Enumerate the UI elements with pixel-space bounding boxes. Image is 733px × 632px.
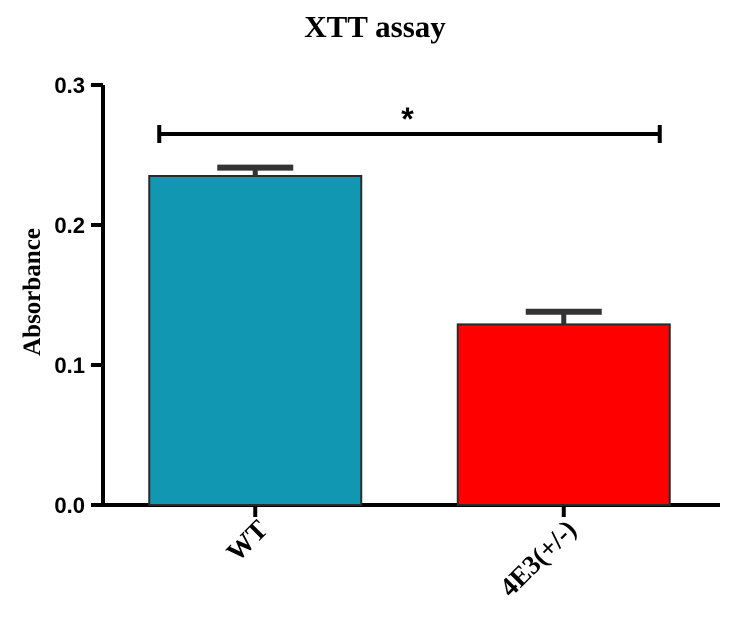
y-tick-label: 0.1 [54, 353, 85, 378]
x-tick-label: WT [220, 514, 273, 567]
error-bars [217, 164, 602, 325]
bars [148, 175, 671, 506]
significance-label: * [401, 101, 414, 137]
significance-bracket: * [157, 101, 662, 143]
y-tick-label: 0.3 [54, 73, 85, 98]
bar [148, 175, 363, 506]
bar [456, 323, 671, 506]
y-tick-label: 0.2 [54, 213, 85, 238]
chart-title: XTT assay [304, 9, 446, 44]
y-tick-label: 0.0 [54, 493, 85, 518]
y-axis-label: Absorbance [19, 228, 46, 356]
x-tick-label: 4E3(+/-) [494, 514, 582, 602]
